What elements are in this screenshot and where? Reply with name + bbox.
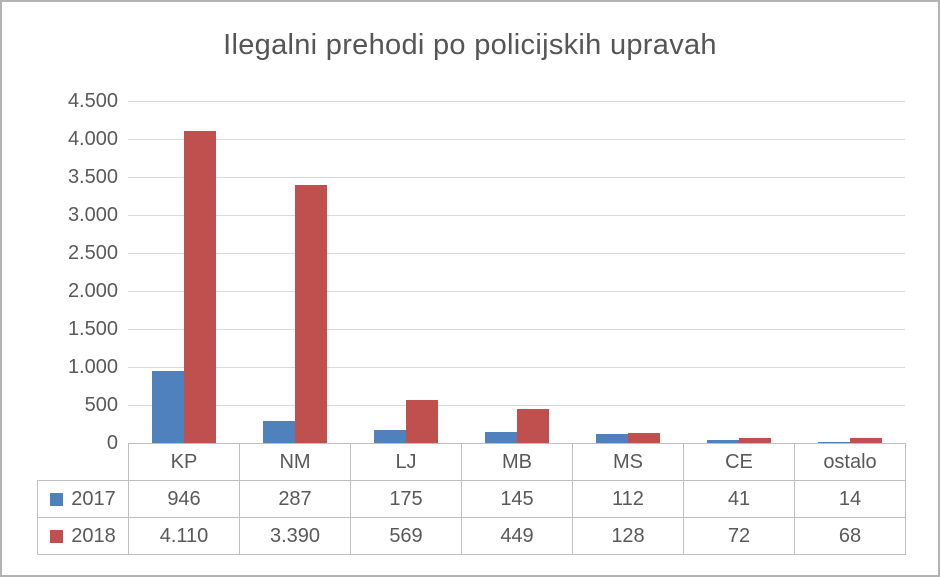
y-tick-label: 3.500 <box>67 166 118 188</box>
y-tick-label: 0 <box>106 432 118 454</box>
value-cell-2018-KP: 4.110 <box>128 517 240 555</box>
bar-2018-NM <box>295 185 327 443</box>
column-header-CE: CE <box>683 443 795 481</box>
value-cell-2018-CE: 72 <box>683 517 795 555</box>
y-tick-label: 4.500 <box>67 90 118 112</box>
bar-2017-ostalo <box>818 442 850 443</box>
y-tick-label: 2.000 <box>67 280 118 302</box>
bar-2018-ostalo <box>850 438 882 443</box>
table-row-2018: 2018 4.110 3.390 569 449 128 72 68 <box>37 517 906 555</box>
y-tick-label: 3.000 <box>67 204 118 226</box>
legend-swatch-2017 <box>50 492 64 506</box>
column-header-MS: MS <box>572 443 684 481</box>
value-cell-2017-MB: 145 <box>461 480 573 518</box>
legend-cell-2018: 2018 <box>37 517 129 555</box>
y-tick-label: 1.500 <box>67 318 118 340</box>
y-tick-label: 1.000 <box>67 356 118 378</box>
column-header-ostalo: ostalo <box>794 443 906 481</box>
bar-2017-KP <box>152 371 184 443</box>
series-name: 2017 <box>71 487 116 510</box>
data-table: KP NM LJ MB MS CE ostalo 2017 946 287 175 145 112 41 1… <box>37 443 906 555</box>
table-header-row: KP NM LJ MB MS CE ostalo <box>38 443 906 481</box>
value-cell-2017-LJ: 175 <box>350 480 462 518</box>
bar-2018-MS <box>628 433 660 443</box>
series-name: 2018 <box>71 524 116 547</box>
table-corner-cell <box>38 444 129 481</box>
column-header-KP: KP <box>128 443 240 481</box>
y-tick-label: 2.500 <box>67 242 118 264</box>
value-cell-2017-MS: 112 <box>572 480 684 518</box>
bar-2017-MS <box>596 434 628 443</box>
gridline <box>128 252 905 254</box>
y-tick-label: 4.000 <box>67 128 118 150</box>
bar-2017-CE <box>707 440 739 443</box>
bar-2018-MB <box>517 409 549 443</box>
table-row-2017: 2017 946 287 175 145 112 41 14 <box>37 480 906 518</box>
value-cell-2017-KP: 946 <box>128 480 240 518</box>
value-cell-2017-NM: 287 <box>239 480 351 518</box>
value-cell-2018-MS: 128 <box>572 517 684 555</box>
value-cell-2018-ostalo: 68 <box>794 517 906 555</box>
value-cell-2018-NM: 3.390 <box>239 517 351 555</box>
plot-area <box>128 100 905 443</box>
value-cell-2018-MB: 449 <box>461 517 573 555</box>
gridline <box>128 100 905 102</box>
bar-2018-LJ <box>406 400 438 443</box>
gridline <box>128 290 905 292</box>
gridline <box>128 366 905 368</box>
bar-2018-CE <box>739 438 771 443</box>
bar-2017-LJ <box>374 430 406 443</box>
gridline <box>128 176 905 178</box>
value-cell-2017-CE: 41 <box>683 480 795 518</box>
bar-2017-MB <box>485 432 517 443</box>
column-header-LJ: LJ <box>350 443 462 481</box>
value-cell-2017-ostalo: 14 <box>794 480 906 518</box>
gridline <box>128 404 905 406</box>
bar-2018-KP <box>184 131 216 443</box>
gridline <box>128 328 905 330</box>
legend-swatch-2018 <box>50 529 64 543</box>
value-cell-2018-LJ: 569 <box>350 517 462 555</box>
y-tick-label: 500 <box>84 394 118 416</box>
column-header-MB: MB <box>461 443 573 481</box>
column-header-NM: NM <box>239 443 351 481</box>
legend-cell-2017: 2017 <box>37 480 129 518</box>
gridline <box>128 138 905 140</box>
chart-title: Ilegalni prehodi po policijskih upravah <box>223 29 717 61</box>
bar-2017-NM <box>263 421 295 443</box>
gridline <box>128 214 905 216</box>
